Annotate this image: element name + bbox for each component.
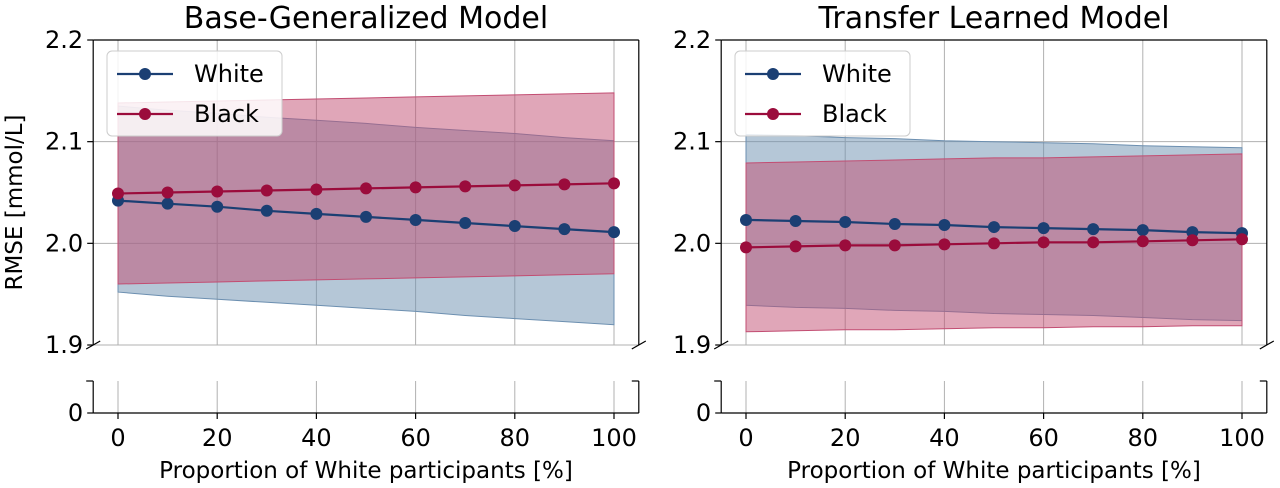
data-point-black [211,185,224,198]
data-point-white [360,210,372,223]
x-tick-label: 20 [202,424,233,452]
x-axis-label: Proportion of White participants [%] [159,458,573,484]
data-point-black [310,183,323,196]
x-tick-label: 60 [1028,424,1059,452]
x-tick-label: 40 [301,424,332,452]
data-point-black [360,182,372,195]
x-tick-label: 0 [738,424,753,452]
data-point-white [260,204,273,217]
data-point-white [988,221,1000,234]
data-point-black [608,177,620,190]
panel-base-generalized: 1.9 2.0 2.1 2.2 00 20 40 60 80 100 Base-Generalize… [2,1,647,484]
data-point-black [1236,233,1248,246]
panel-transfer-learned: 1.9 2.0 2.1 2.2 00 20 40 60 80 100 Transfer Learne… [673,1,1275,484]
axis-break-mark [1259,340,1275,350]
y-tick-label: 0 [68,399,83,427]
data-point-black [409,181,422,194]
data-point-black [459,180,472,193]
data-point-white [740,213,752,226]
data-point-black [1087,236,1100,249]
y-tick-label: 2.2 [673,26,711,54]
data-point-white [888,218,901,231]
legend-label-black: Black [194,100,259,128]
x-tick-label: 40 [929,424,960,452]
data-point-white [938,219,951,232]
x-tick-label: 20 [830,424,861,452]
data-point-white [161,197,174,210]
y-tick-label: 2.2 [45,26,83,54]
x-tick-label: 100 [1219,424,1265,452]
data-point-black [839,239,852,252]
y-tick-label: 2.1 [45,128,83,156]
y-axis-label: RMSE [mmol/L] [2,114,28,290]
x-tick-label: 80 [1128,424,1159,452]
legend-swatch-marker [767,108,779,120]
data-point-black [988,237,1000,250]
y-tick-label: 2.0 [673,229,711,257]
data-point-white [508,220,521,233]
legend-swatch-marker [139,108,151,120]
data-point-white [1037,222,1050,235]
data-point-white [211,200,224,213]
data-point-black [260,184,273,197]
y-tick-label: 2.1 [673,128,711,156]
data-point-black [1136,235,1149,248]
data-point-white [409,213,422,226]
data-point-white [1136,224,1149,237]
data-point-white [459,217,472,229]
data-point-black [740,241,752,254]
legend-label-black: Black [822,100,887,128]
data-point-white [789,214,802,227]
legend-label-white: White [822,60,892,88]
legend-swatch-marker [139,68,151,80]
chart-title: Transfer Learned Model [817,1,1169,36]
data-point-black [1037,236,1050,249]
x-axis-label: Proportion of White participants [%] [787,458,1201,484]
data-point-white [558,223,571,236]
data-point-white [608,226,620,239]
data-point-white [1087,223,1100,236]
data-point-black [938,238,951,251]
axis-break-mark [631,340,647,350]
legend-swatch-marker [767,68,779,80]
x-tick-label: 100 [591,424,637,452]
data-point-white [839,215,852,228]
data-point-black [1186,234,1199,247]
data-point-black [161,186,174,199]
y-tick-label: 0 [696,399,711,427]
legend-label-white: White [194,60,264,88]
x-tick-label: 60 [400,424,431,452]
data-point-black [112,187,124,200]
data-point-black [888,239,901,252]
data-point-black [508,179,521,192]
x-tick-label: 80 [500,424,531,452]
data-point-white [310,207,323,220]
x-tick-label: 0 [110,424,125,452]
y-tick-label: 1.9 [45,331,83,359]
y-tick-label: 2.0 [45,229,83,257]
y-tick-label: 1.9 [673,331,711,359]
data-point-black [789,240,802,253]
data-point-black [558,178,571,191]
chart-title: Base-Generalized Model [184,1,548,36]
